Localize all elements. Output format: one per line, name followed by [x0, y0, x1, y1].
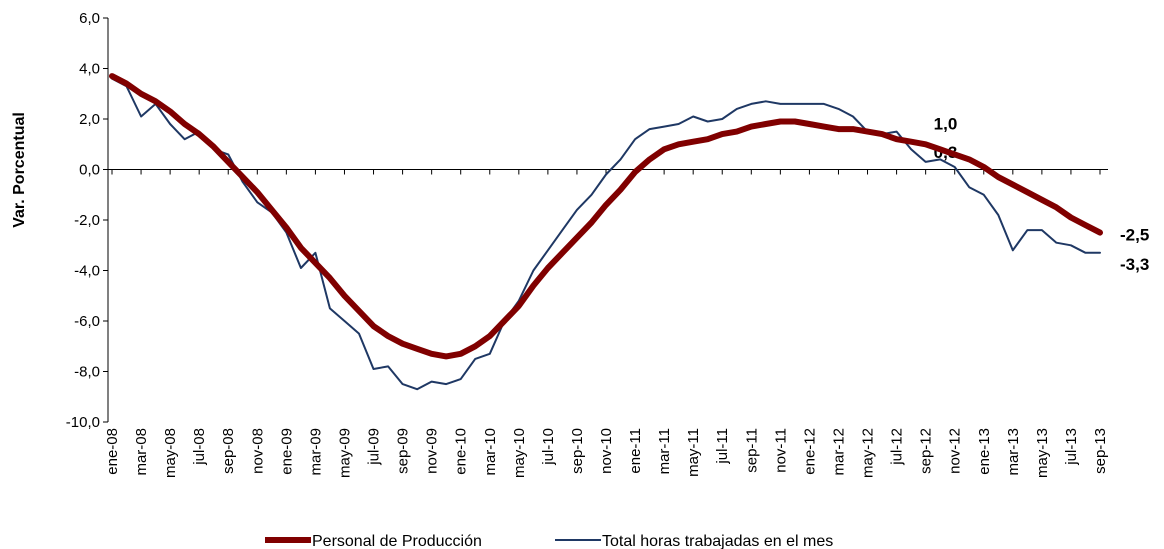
y-tick-label: 4,0	[79, 61, 100, 78]
x-tick-label: may-13	[1034, 428, 1051, 478]
x-tick-label: nov-12	[947, 428, 964, 474]
x-tick-label: sep-08	[220, 428, 237, 474]
x-tick-label: ene-10	[453, 428, 470, 475]
data-label: 1,0	[934, 114, 958, 133]
x-tick-label: mar-10	[482, 428, 499, 476]
x-tick-label: ene-09	[278, 428, 295, 475]
x-tick-label: sep-10	[569, 428, 586, 474]
x-tick-label: mar-12	[830, 428, 847, 476]
y-tick-label: 2,0	[79, 111, 100, 128]
x-tick-label: sep-09	[395, 428, 412, 474]
x-tick-label: mar-09	[307, 428, 324, 476]
x-tick-label: ene-08	[104, 428, 121, 475]
x-tick-label: jul-11	[714, 428, 731, 465]
x-tick-label: sep-11	[743, 428, 760, 473]
x-tick-label: nov-08	[249, 428, 266, 474]
x-tick-label: mar-08	[133, 428, 150, 476]
x-tick-label: jul-13	[1063, 428, 1080, 466]
x-tick-label: ene-13	[976, 428, 993, 475]
series-line	[109, 73, 1103, 360]
y-tick-label: -6,0	[74, 313, 100, 330]
x-tick-label: nov-11	[772, 428, 789, 473]
x-tick-label: may-12	[860, 428, 877, 478]
legend-label: Total horas trabajadas en el mes	[602, 533, 833, 549]
x-tick-label: may-08	[162, 428, 179, 478]
x-tick-label: ene-12	[801, 428, 818, 475]
x-tick-label: may-09	[336, 428, 353, 478]
x-tick-label: may-11	[685, 428, 702, 477]
x-tick-label: jul-08	[191, 428, 208, 466]
x-tick-label: jul-09	[366, 428, 383, 466]
x-tick-label: sep-12	[918, 428, 935, 474]
y-tick-label: 6,0	[79, 10, 100, 27]
y-tick-label: -4,0	[74, 263, 100, 280]
y-tick-label: 0,0	[79, 162, 100, 179]
y-axis-label: Var. Porcentual	[11, 112, 28, 228]
data-label: -3,3	[1120, 255, 1149, 274]
x-tick-label: ene-11	[627, 428, 644, 474]
x-tick-label: mar-13	[1005, 428, 1022, 476]
x-tick-label: jul-10	[540, 428, 557, 466]
x-tick-label: may-10	[511, 428, 528, 478]
x-tick-label: nov-09	[424, 428, 441, 474]
x-tick-label: sep-13	[1092, 428, 1109, 474]
y-tick-label: -10,0	[66, 414, 100, 431]
x-tick-label: nov-10	[598, 428, 615, 474]
x-tick-label: mar-11	[656, 428, 673, 474]
legend-label: Personal de Producción	[312, 533, 482, 549]
y-tick-label: -2,0	[74, 212, 100, 229]
data-label: -2,5	[1120, 226, 1149, 245]
x-tick-label: jul-12	[889, 428, 906, 466]
y-tick-label: -8,0	[74, 364, 100, 381]
